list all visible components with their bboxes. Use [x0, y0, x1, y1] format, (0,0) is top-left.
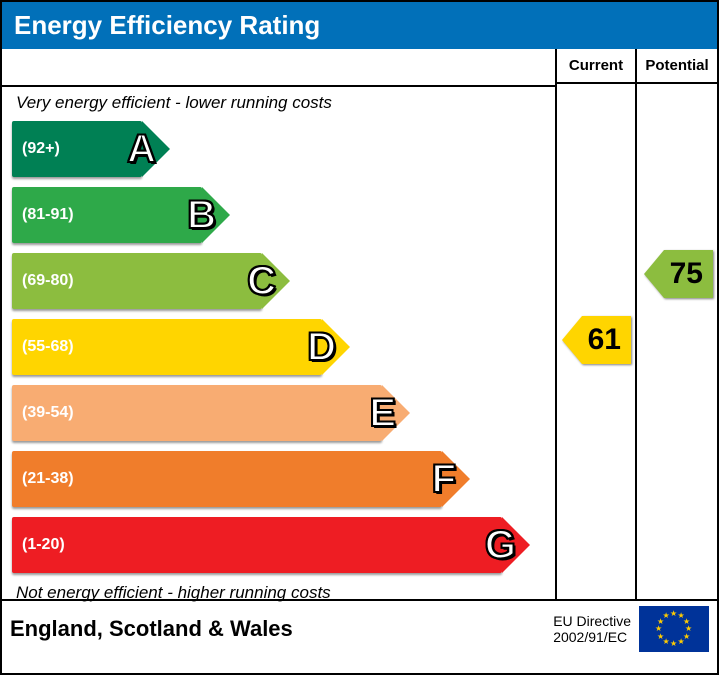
band-range: (81-91) — [12, 206, 74, 224]
subtitle-top: Very energy efficient - lower running co… — [16, 93, 545, 113]
subtitle-bottom: Not energy efficient - higher running co… — [16, 583, 545, 603]
band-f: (21-38)F — [12, 451, 442, 507]
band-range: (1-20) — [12, 536, 65, 554]
band-e: (39-54)E — [12, 385, 382, 441]
bands-list: (92+)A(81-91)B(69-80)C(55-68)D(39-54)E(2… — [12, 121, 545, 573]
current-column: Current 61 — [557, 49, 637, 599]
chart-title: Energy Efficiency Rating — [2, 2, 717, 49]
potential-rating-pointer: 75 — [664, 250, 713, 298]
band-letter: A — [127, 127, 156, 172]
eu-flag-icon: ★★★★★★★★★★★★ — [639, 606, 709, 652]
current-rating-pointer: 61 — [582, 316, 631, 364]
band-b: (81-91)B — [12, 187, 202, 243]
current-header: Current — [557, 49, 635, 84]
band-d: (55-68)D — [12, 319, 322, 375]
band-letter: E — [369, 391, 396, 436]
band-range: (55-68) — [12, 338, 74, 356]
band-letter: F — [432, 457, 456, 502]
potential-header: Potential — [637, 49, 717, 84]
band-letter: D — [307, 325, 336, 370]
band-a: (92+)A — [12, 121, 142, 177]
region-label: England, Scotland & Wales — [10, 616, 293, 642]
bands-area: Very energy efficient - lower running co… — [2, 49, 557, 599]
band-letter: C — [247, 259, 276, 304]
chart-body: Very energy efficient - lower running co… — [2, 49, 717, 599]
band-letter: G — [485, 523, 516, 568]
potential-pointer-slot: 75 — [637, 84, 717, 634]
band-range: (39-54) — [12, 404, 74, 422]
potential-column: Potential 75 — [637, 49, 717, 599]
band-range: (92+) — [12, 140, 60, 158]
header-spacer — [2, 49, 555, 87]
current-pointer-slot: 61 — [557, 84, 635, 634]
band-range: (21-38) — [12, 470, 74, 488]
band-g: (1-20)G — [12, 517, 502, 573]
band-c: (69-80)C — [12, 253, 262, 309]
band-letter: B — [187, 193, 216, 238]
band-range: (69-80) — [12, 272, 74, 290]
epc-chart-container: Energy Efficiency Rating Very energy eff… — [0, 0, 719, 675]
